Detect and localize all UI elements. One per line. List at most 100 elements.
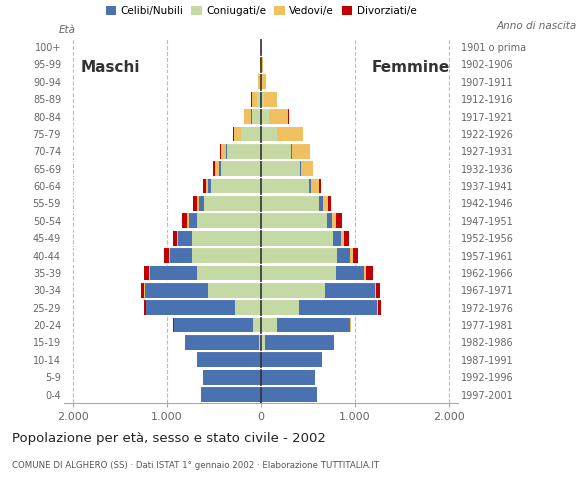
Bar xyxy=(277,318,350,333)
Bar xyxy=(206,179,208,193)
Bar xyxy=(319,179,321,193)
Bar xyxy=(201,387,260,402)
Bar xyxy=(198,196,204,211)
Bar xyxy=(261,57,263,72)
Bar xyxy=(341,231,345,246)
Bar xyxy=(336,214,342,228)
Bar xyxy=(150,265,197,280)
Text: Popolazione per età, sesso e stato civile - 2002: Popolazione per età, sesso e stato civil… xyxy=(12,432,325,445)
Text: Maschi: Maschi xyxy=(81,60,140,75)
Bar xyxy=(261,283,325,298)
Bar xyxy=(364,265,366,280)
Bar xyxy=(334,231,341,246)
Bar xyxy=(258,74,260,89)
Bar xyxy=(299,300,378,315)
Bar xyxy=(261,265,336,280)
Bar xyxy=(146,300,235,315)
Bar xyxy=(261,109,269,124)
Bar xyxy=(257,92,261,107)
Bar xyxy=(325,283,375,298)
Bar xyxy=(197,214,261,228)
Bar xyxy=(261,196,319,211)
Bar xyxy=(234,127,241,141)
Bar xyxy=(261,92,264,107)
Bar xyxy=(193,231,261,246)
Bar xyxy=(204,196,261,211)
Bar xyxy=(252,109,261,124)
Bar xyxy=(197,352,260,367)
Bar xyxy=(172,231,177,246)
Bar xyxy=(220,161,261,176)
Bar xyxy=(169,248,170,263)
Legend: Celibi/Nubili, Coniugati/e, Vedovi/e, Divorziati/e: Celibi/Nubili, Coniugati/e, Vedovi/e, Di… xyxy=(102,1,420,20)
Bar xyxy=(262,74,266,89)
Bar xyxy=(350,318,351,333)
Bar xyxy=(262,387,317,402)
Bar xyxy=(164,248,169,263)
Bar xyxy=(252,318,261,333)
Text: Femmine: Femmine xyxy=(372,60,451,75)
Bar xyxy=(350,248,353,263)
Bar xyxy=(366,265,373,280)
Bar xyxy=(262,352,321,367)
Bar xyxy=(353,248,358,263)
Bar xyxy=(277,127,303,141)
Bar xyxy=(375,283,376,298)
Bar xyxy=(219,161,220,176)
Bar xyxy=(144,283,208,298)
Bar xyxy=(309,179,311,193)
Bar xyxy=(211,179,261,193)
Bar xyxy=(322,196,328,211)
Bar xyxy=(259,335,261,350)
Bar xyxy=(183,214,187,228)
Bar xyxy=(144,265,150,280)
Bar xyxy=(144,300,146,315)
Bar xyxy=(376,283,380,298)
Bar xyxy=(170,248,191,263)
Bar xyxy=(193,196,197,211)
Bar xyxy=(235,300,261,315)
Bar xyxy=(332,214,336,228)
Bar xyxy=(261,231,334,246)
Bar xyxy=(213,161,215,176)
Bar xyxy=(221,144,226,159)
Bar xyxy=(191,248,261,263)
Bar xyxy=(299,161,301,176)
Bar xyxy=(227,144,261,159)
Bar xyxy=(261,40,262,54)
Bar xyxy=(336,265,364,280)
Bar xyxy=(345,231,349,246)
Bar xyxy=(197,196,198,211)
Bar xyxy=(328,196,331,211)
Bar xyxy=(208,283,261,298)
Bar xyxy=(327,214,332,228)
Text: Anno di nascita: Anno di nascita xyxy=(497,21,577,31)
Bar xyxy=(140,283,144,298)
Bar xyxy=(252,92,257,107)
Bar xyxy=(261,161,299,176)
Bar xyxy=(241,127,261,141)
Bar xyxy=(260,74,261,89)
Bar xyxy=(226,144,227,159)
Bar xyxy=(262,370,315,384)
Bar xyxy=(261,144,291,159)
Text: COMUNE DI ALGHERO (SS) · Dati ISTAT 1° gennaio 2002 · Elaborazione TUTTITALIA.IT: COMUNE DI ALGHERO (SS) · Dati ISTAT 1° g… xyxy=(12,461,379,470)
Bar xyxy=(179,231,193,246)
Bar xyxy=(301,161,313,176)
Bar xyxy=(292,144,310,159)
Bar xyxy=(261,300,299,315)
Bar xyxy=(319,196,322,211)
Bar xyxy=(220,144,221,159)
Bar xyxy=(378,300,380,315)
Bar xyxy=(269,109,288,124)
Bar xyxy=(291,144,292,159)
Bar xyxy=(264,335,334,350)
Bar xyxy=(208,179,211,193)
Bar xyxy=(261,179,309,193)
Bar xyxy=(261,335,264,350)
Bar xyxy=(203,370,260,384)
Bar xyxy=(261,318,277,333)
Bar xyxy=(261,248,337,263)
Bar xyxy=(187,214,188,228)
Bar xyxy=(215,161,219,176)
